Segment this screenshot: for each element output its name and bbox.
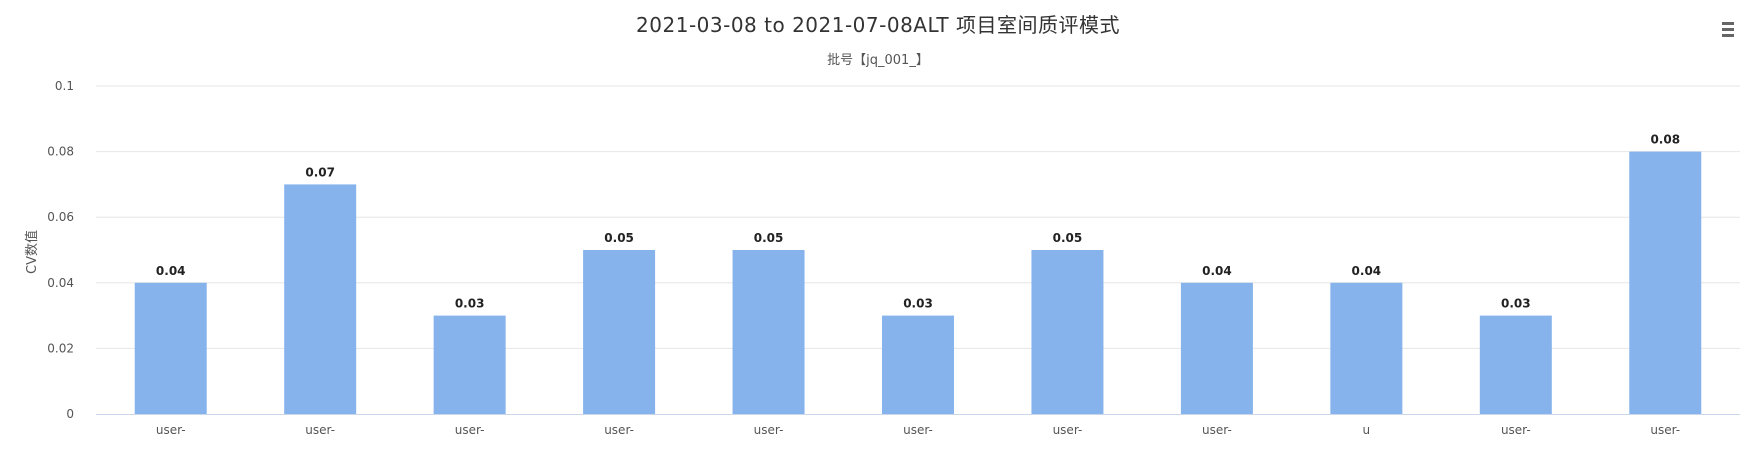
data-label: 0.05 xyxy=(754,231,784,245)
menu-button[interactable] xyxy=(1718,18,1740,40)
data-labels: 0.04 0.07 0.03 0.05 0.05 0.03 0.05 0.04 0.04 0.03… xyxy=(156,133,1680,311)
data-label: 0.03 xyxy=(455,297,485,311)
bar[interactable] xyxy=(1629,151,1702,414)
x-tick-label: user- xyxy=(1501,423,1531,437)
data-label: 0.05 xyxy=(604,231,634,245)
bar[interactable] xyxy=(134,282,207,414)
y-tick-label: 0 xyxy=(66,407,74,421)
x-tick-label: user- xyxy=(754,423,784,437)
bar[interactable] xyxy=(1031,250,1104,414)
data-label: 0.04 xyxy=(1202,264,1232,278)
data-label: 0.08 xyxy=(1650,133,1680,147)
x-axis-ticks: user-user-user-user-user-user-user-user-… xyxy=(156,423,1680,437)
y-tick-label: 0.06 xyxy=(47,210,74,224)
y-tick-label: 0.1 xyxy=(55,79,74,93)
x-tick-label: user- xyxy=(1202,423,1232,437)
x-tick-label: user- xyxy=(305,423,335,437)
y-tick-label: 0.04 xyxy=(47,276,74,290)
bar[interactable] xyxy=(1180,282,1253,414)
bar[interactable] xyxy=(732,250,805,414)
data-label: 0.03 xyxy=(903,297,933,311)
x-tick-label: user- xyxy=(903,423,933,437)
x-tick-label: user- xyxy=(1650,423,1680,437)
x-tick-label: user- xyxy=(156,423,186,437)
y-axis-ticks: 0 0.02 0.04 0.06 0.08 0.1 xyxy=(47,79,74,421)
y-tick-label: 0.02 xyxy=(47,341,74,355)
data-label: 0.03 xyxy=(1501,297,1531,311)
x-tick-label: u xyxy=(1363,423,1371,437)
data-label: 0.04 xyxy=(1352,264,1382,278)
x-tick-label: user- xyxy=(1053,423,1083,437)
y-axis-label: CV数值 xyxy=(24,230,40,274)
bar[interactable] xyxy=(284,184,357,414)
gridlines xyxy=(96,85,1740,349)
hamburger-menu-icon[interactable] xyxy=(1722,22,1734,37)
data-label: 0.04 xyxy=(156,264,186,278)
bars xyxy=(134,151,1702,414)
data-label: 0.05 xyxy=(1053,231,1083,245)
chart-subtitle: 批号【jq_001_】 xyxy=(827,53,929,68)
chart-title: 2021-03-08 to 2021-07-08ALT 项目室间质评模式 xyxy=(636,13,1120,37)
x-tick-label: user- xyxy=(455,423,485,437)
data-label: 0.07 xyxy=(305,165,335,179)
bar[interactable] xyxy=(1479,315,1552,414)
bar[interactable] xyxy=(1330,282,1403,414)
x-tick-label: user- xyxy=(604,423,634,437)
bar[interactable] xyxy=(882,315,954,414)
y-tick-label: 0.08 xyxy=(47,145,74,159)
bar[interactable] xyxy=(583,250,656,414)
bar[interactable] xyxy=(433,315,506,414)
